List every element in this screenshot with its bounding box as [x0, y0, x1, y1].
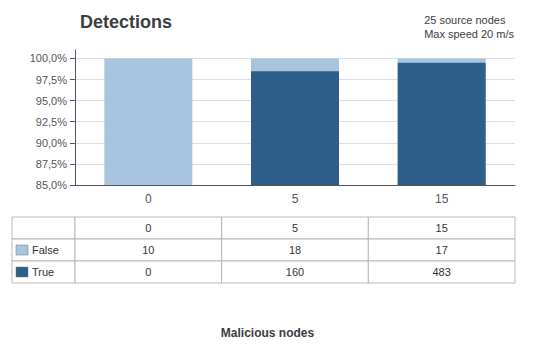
- svg-text:90,0%: 90,0%: [36, 137, 67, 149]
- svg-text:100,0%: 100,0%: [30, 52, 68, 64]
- svg-text:483: 483: [432, 266, 450, 278]
- svg-text:0: 0: [145, 192, 152, 206]
- svg-text:160: 160: [286, 266, 304, 278]
- svg-text:97,5%: 97,5%: [36, 74, 67, 86]
- svg-text:Malicious nodes: Malicious nodes: [221, 326, 315, 340]
- svg-text:0: 0: [145, 266, 151, 278]
- svg-text:10: 10: [142, 244, 154, 256]
- svg-text:85,0%: 85,0%: [36, 179, 67, 191]
- svg-text:Detections: Detections: [80, 12, 172, 32]
- svg-text:5: 5: [292, 192, 299, 206]
- svg-text:25 source nodes: 25 source nodes: [424, 14, 506, 26]
- svg-text:87,5%: 87,5%: [36, 158, 67, 170]
- svg-text:15: 15: [436, 222, 448, 234]
- svg-text:0: 0: [145, 222, 151, 234]
- svg-text:False: False: [32, 244, 59, 256]
- svg-text:True: True: [32, 266, 54, 278]
- svg-text:92,5%: 92,5%: [36, 116, 67, 128]
- svg-text:17: 17: [436, 244, 448, 256]
- svg-text:Max speed 20 m/s: Max speed 20 m/s: [424, 28, 514, 40]
- svg-text:18: 18: [289, 244, 301, 256]
- svg-text:5: 5: [292, 222, 298, 234]
- svg-text:15: 15: [435, 192, 449, 206]
- svg-text:95,0%: 95,0%: [36, 95, 67, 107]
